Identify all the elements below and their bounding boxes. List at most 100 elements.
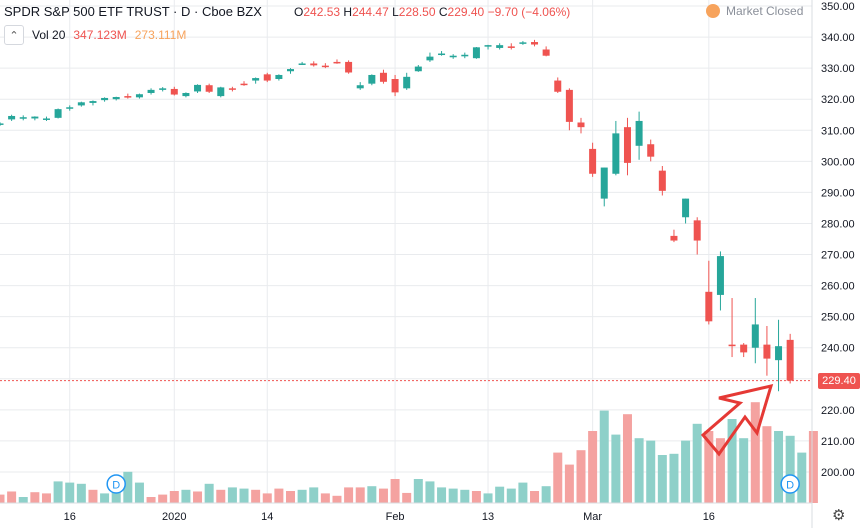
candle-body [124, 96, 132, 98]
candle-body [496, 45, 504, 48]
x-tick-label: Mar [583, 511, 602, 523]
red-arrow-shape [700, 383, 774, 457]
x-tick-label: Feb [386, 511, 405, 523]
candle-body [101, 97, 109, 101]
candle-body [321, 65, 329, 68]
market-status-label: Market Closed [726, 4, 804, 18]
time-axis[interactable]: 16 2020 14 Feb 13 Mar 16 [64, 511, 715, 523]
market-status-icon [706, 4, 720, 18]
candle-body [170, 88, 178, 95]
y-tick-label: 270.00 [821, 250, 855, 262]
candle-body [54, 109, 62, 118]
volume-bar [158, 494, 168, 503]
candle-body [751, 324, 759, 348]
candle-body [135, 94, 143, 98]
volume-bar [727, 419, 737, 503]
volume-bar [274, 488, 284, 503]
volume-bar [425, 481, 435, 503]
candle-body [310, 63, 318, 66]
candle-body [0, 123, 4, 125]
low-label: L [392, 5, 399, 19]
candle-body [740, 344, 748, 353]
candle-body [391, 79, 399, 93]
candle-body [577, 122, 585, 128]
volume-bar [88, 489, 98, 503]
volume-bar [541, 486, 551, 503]
y-tick-label: 350.00 [821, 1, 855, 13]
candle-body [31, 116, 39, 119]
volume-bar [181, 489, 191, 503]
candle-body [333, 61, 341, 64]
volume-ma-value: 273.111M [134, 28, 187, 42]
volume-bar [692, 423, 702, 503]
volume-bar [227, 487, 237, 503]
volume-bar [309, 487, 319, 503]
candle-body [252, 78, 260, 81]
y-tick-label: 280.00 [821, 218, 855, 230]
volume-bar [657, 455, 667, 503]
y-tick-label: 320.00 [821, 94, 855, 106]
x-tick-label: 2020 [162, 511, 186, 523]
candle-body [182, 92, 190, 97]
volume-bar [402, 492, 412, 503]
volume-bar [588, 431, 598, 503]
volume-bar [715, 438, 725, 503]
candle-body [542, 49, 550, 56]
volume-bar [762, 426, 772, 503]
candle-body [484, 45, 492, 47]
candle-body [716, 256, 724, 295]
candle-body [728, 344, 736, 347]
x-tick-label: 13 [482, 511, 494, 523]
candle-body [623, 127, 631, 163]
volume-bar [41, 493, 51, 503]
volume-bar [286, 491, 295, 503]
candle-body [438, 53, 446, 56]
y-tick-label: 210.00 [821, 436, 855, 448]
volume-bar [7, 491, 17, 503]
candle-body [519, 42, 527, 44]
candle-body [461, 54, 469, 57]
y-tick-label: 300.00 [821, 156, 855, 168]
close-label: C [438, 5, 448, 19]
candle-body [612, 133, 620, 174]
volume-bar [355, 487, 365, 503]
candle-body [600, 167, 608, 199]
candle-body [147, 89, 155, 93]
volume-bar [448, 488, 458, 503]
volume-bar [774, 431, 784, 503]
candle-body [263, 74, 271, 81]
volume-label[interactable]: Vol 20 [32, 28, 66, 42]
candle-body [658, 170, 666, 191]
x-tick-label: 16 [64, 511, 76, 523]
collapse-chevron-icon[interactable]: ⌃ [4, 25, 24, 45]
volume-bar [704, 431, 714, 503]
volume-bar [169, 491, 179, 503]
volume-bars [0, 402, 818, 503]
y-tick-label: 250.00 [821, 312, 855, 324]
volume-bar [239, 488, 249, 503]
last-price-tag: 229.40 [818, 372, 860, 389]
candle-body [345, 61, 353, 73]
price-axis[interactable]: 200.00210.00220.00230.00240.00250.00260.… [821, 1, 855, 479]
candle-body [77, 102, 85, 106]
volume-bar [622, 414, 632, 503]
volume-bar [495, 486, 505, 503]
arrow-annotation[interactable] [700, 383, 774, 457]
candle-body [66, 107, 74, 109]
volume-bar [378, 488, 388, 503]
open-label: O [294, 5, 304, 19]
dividend-marker [780, 474, 800, 494]
volume-bar [808, 431, 818, 503]
candle-body [287, 69, 294, 72]
volume-bar [123, 471, 133, 503]
symbol-title[interactable]: SPDR S&P 500 ETF TRUST · D · Cboe BZX [4, 4, 262, 19]
volume-bar [320, 493, 330, 503]
candle-body [472, 47, 480, 59]
market-status[interactable]: Market Closed [706, 4, 803, 18]
settings-gear-icon[interactable]: ⚙ [832, 507, 846, 524]
volume-bar [599, 410, 609, 503]
y-tick-label: 240.00 [821, 343, 855, 355]
y-tick-label: 310.00 [821, 125, 855, 137]
